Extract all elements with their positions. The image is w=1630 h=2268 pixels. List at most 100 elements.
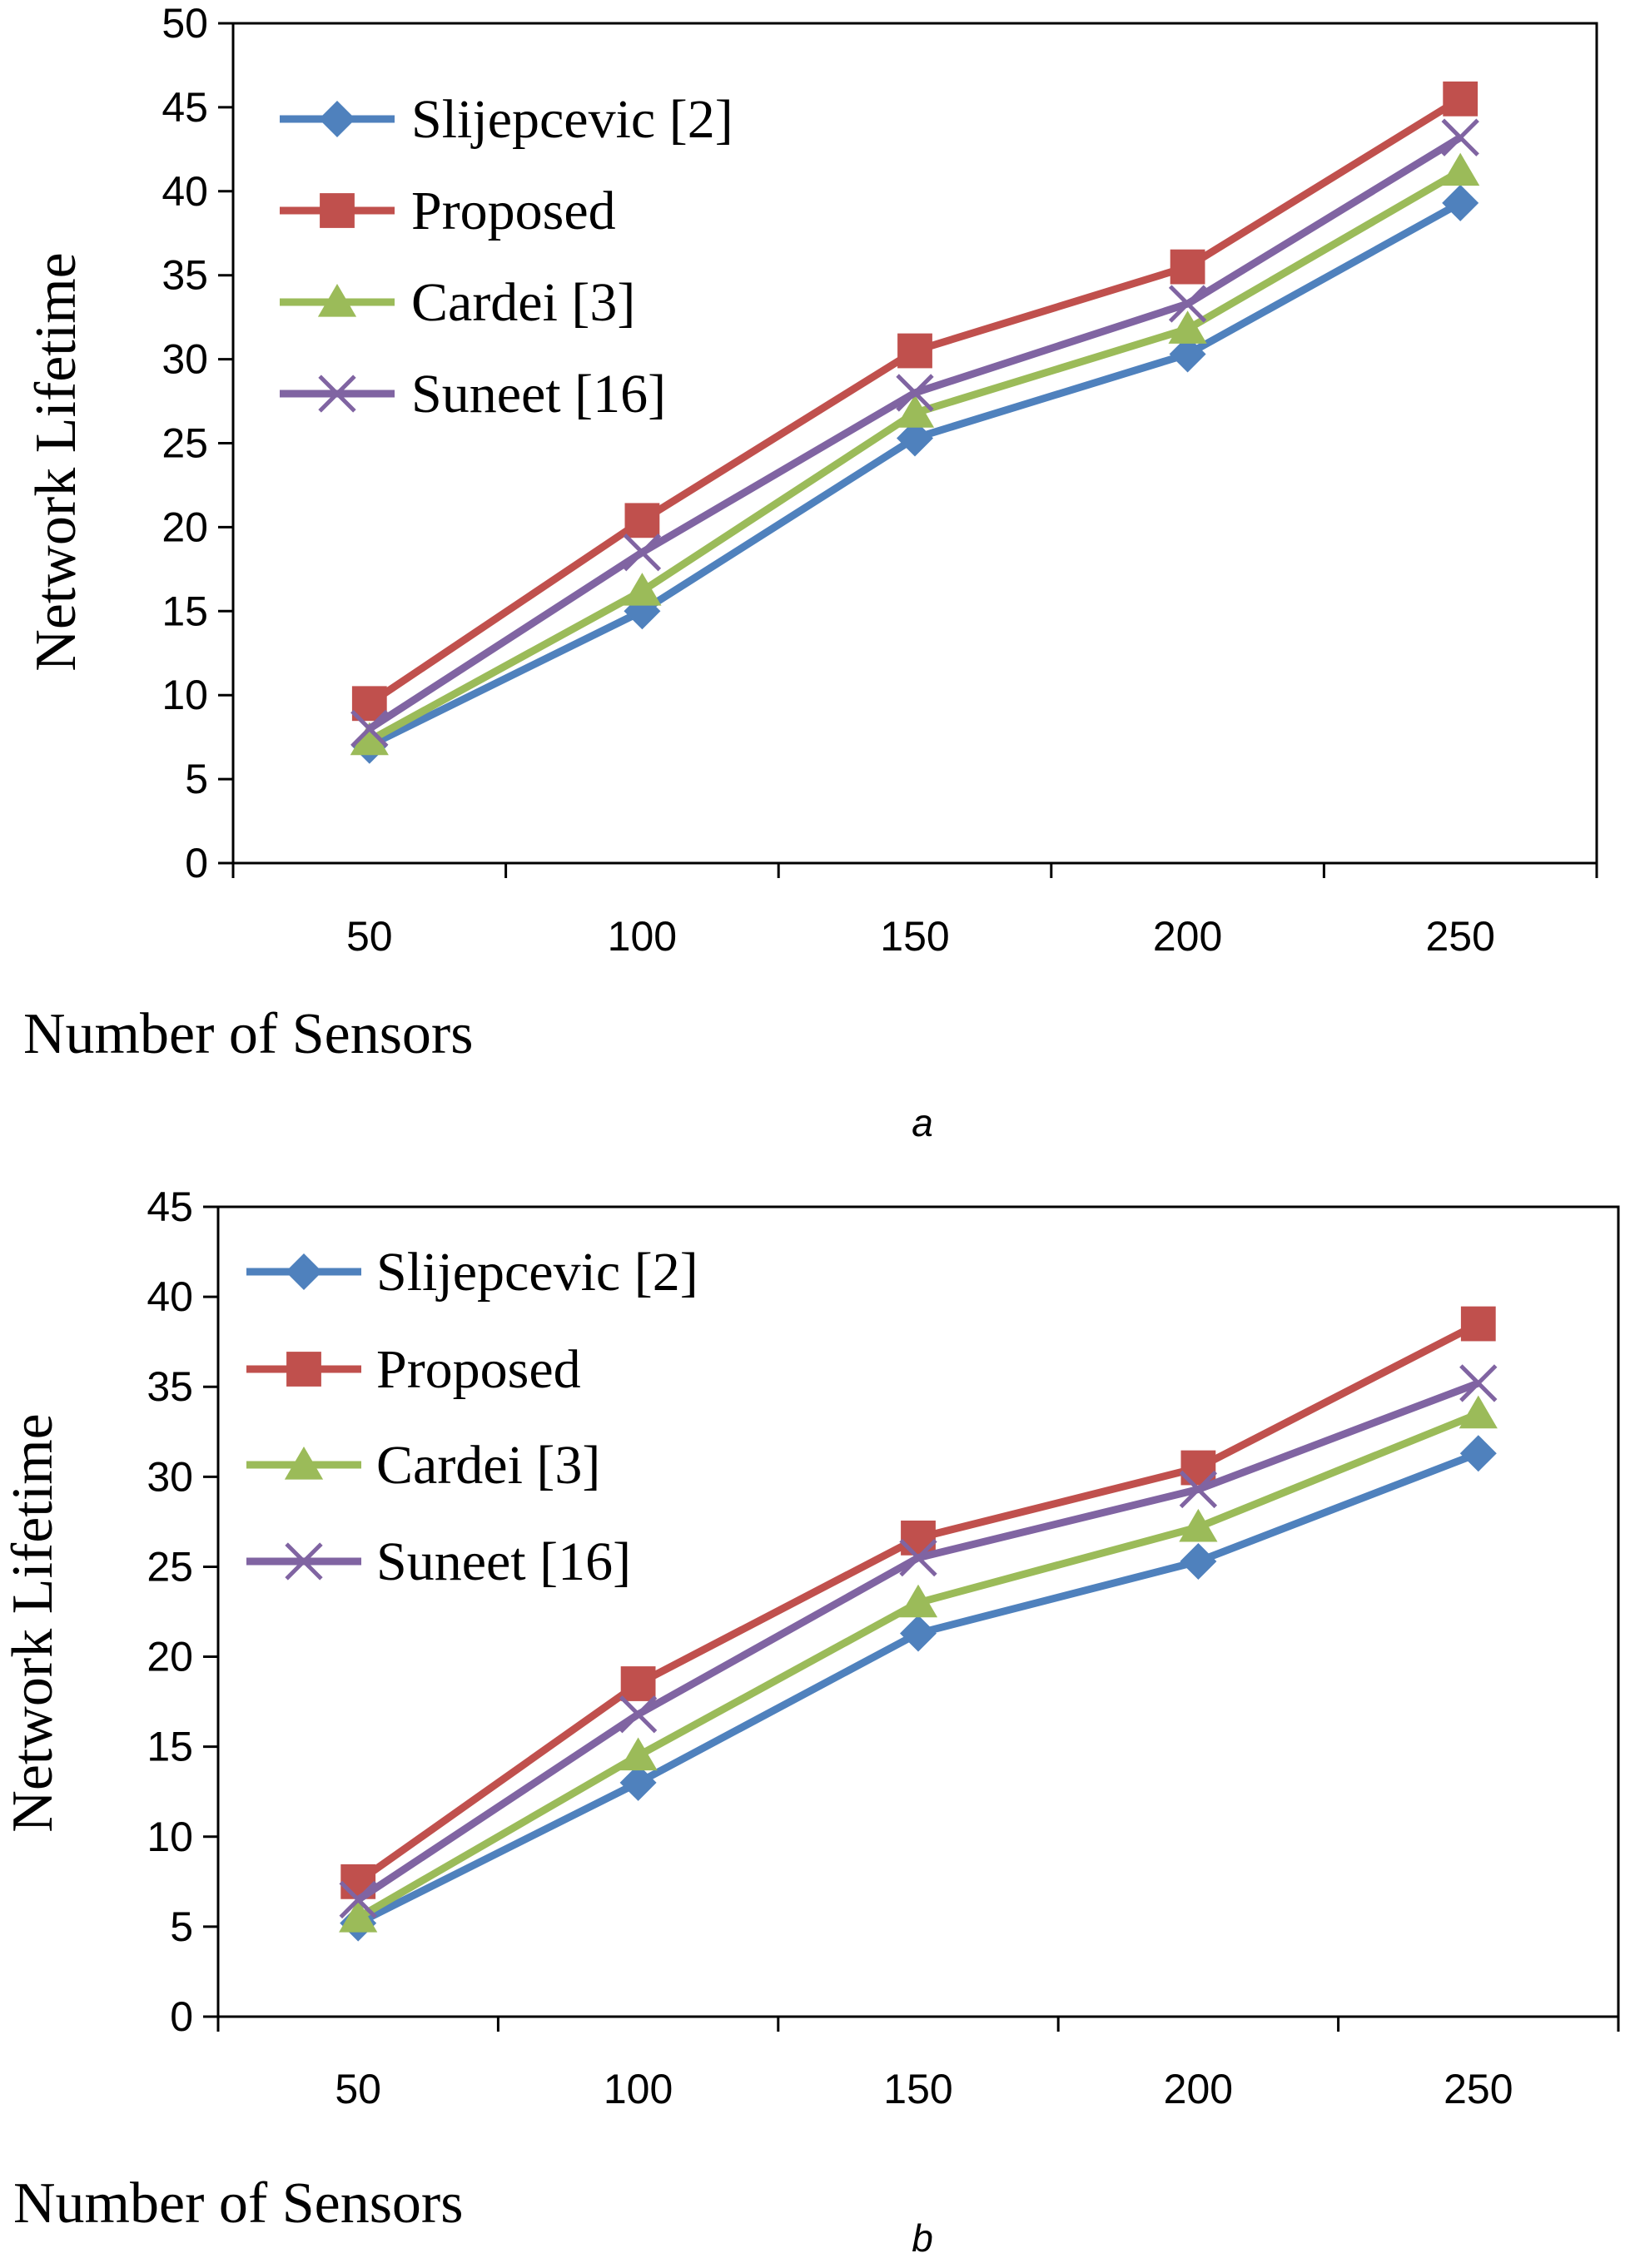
legend-item: Slijepcevic [2] [280,89,733,150]
data-point-x [1168,285,1207,323]
legend-marker-triangle [284,1447,324,1480]
legend-label: Slijepcevic [2] [411,89,733,150]
series-cardei-3 [350,152,1480,756]
legend-item: Cardei [3] [280,272,635,333]
data-point-triangle [350,722,389,756]
data-point-x [899,1538,937,1577]
series-suneet-16 [339,1364,1498,1919]
legend-label: Proposed [376,1339,581,1400]
y-axis-title: Network Lifetime [24,252,88,671]
marker-x-stroke [285,1542,323,1581]
y-tick-label: 15 [147,1724,193,1770]
y-tick-label: 0 [185,840,208,886]
marker-x-stroke [899,1538,937,1577]
y-tick-label: 45 [147,1184,193,1230]
data-point-triangle [1168,310,1207,344]
y-tick-label: 40 [147,1273,193,1320]
marker-x-stroke [1179,1470,1218,1509]
data-point-triangle [339,1899,378,1933]
data-point-diamond [1442,184,1479,221]
legend-marker-triangle [317,284,357,317]
chart-panel-a: 0 5 10 15 20 25 30 35 40 45 50 50 100 150 200 250 Number… [23,0,1598,1144]
legend-label: Suneet [16] [376,1531,631,1592]
plot-area-frame [216,1205,1620,2018]
x-axis-title: Number of Sensors [13,2171,463,2236]
x-tick-label: 200 [1153,913,1222,960]
marker-x-stroke [339,1880,377,1919]
legend-item: Suneet [16] [246,1531,631,1592]
panel-label: a [912,1101,933,1144]
marker-x-stroke [619,1695,658,1734]
data-point-x [896,374,934,412]
legend-label: Slijepcevic [2] [376,1242,698,1303]
y-tick-label: 30 [162,336,208,383]
y-tick-label: 10 [162,672,208,718]
y-tick-label: 20 [162,504,208,550]
marker-x-stroke [1441,118,1479,156]
data-point-triangle [895,395,935,428]
data-point-square [620,1666,656,1701]
data-point-square [897,333,932,369]
legend-marker-x [285,1542,323,1581]
legend: Slijepcevic [2] Proposed Cardei [3] Suneet … [246,1242,698,1592]
data-point-diamond [1180,1542,1217,1580]
y-tick-label: 5 [185,756,208,802]
marker-x-stroke [350,709,389,748]
x-tick-label: 50 [335,2066,381,2112]
data-point-triangle [1179,1508,1218,1542]
x-tick-label: 250 [1425,913,1494,960]
x-tick-label: 150 [883,2066,952,2112]
data-point-square [1443,81,1478,117]
legend-item: Suneet [16] [280,364,666,424]
series-proposed [340,1306,1496,1899]
y-axis-title: Network Lifetime [1,1413,65,1832]
series-cardei-3 [339,1395,1498,1933]
y-tick-label: 30 [147,1453,193,1500]
data-point-triangle [1459,1395,1498,1429]
series-slijepcevic-2 [340,1435,1497,1942]
data-point-triangle [623,573,662,606]
marker-x-stroke [1459,1364,1498,1402]
data-point-x [1179,1470,1218,1509]
data-point-triangle [619,1737,658,1771]
legend-marker-diamond [286,1253,322,1290]
data-point-x [1441,118,1479,156]
x-axis-title: Number of Sensors [23,1002,473,1066]
panel-label: b [912,2216,933,2260]
chart-panel-b: 0 5 10 15 20 25 30 35 40 45 50 100 150 200 250 Number o… [1,1184,1620,2260]
x-tick-label: 50 [346,913,393,960]
y-tick-label: 50 [162,0,208,47]
legend-item: Proposed [280,181,616,241]
data-point-x [619,1695,658,1734]
legend-item: Cardei [3] [246,1435,600,1496]
y-tick-label: 35 [147,1363,193,1410]
marker-x-stroke [896,374,934,412]
data-point-x [1459,1364,1498,1402]
x-tick-label: 250 [1444,2066,1513,2112]
data-point-x [350,709,389,748]
y-tick-label: 20 [147,1634,193,1680]
series-suneet-16 [350,118,1479,748]
legend-marker-square [320,193,355,228]
data-point-diamond [619,1764,657,1801]
marker-x-stroke [1168,285,1207,323]
data-point-triangle [898,1584,938,1618]
legend-label: Cardei [3] [376,1435,600,1496]
x-tick-label: 150 [880,913,949,960]
y-tick-label: 10 [147,1814,193,1860]
legend-label: Suneet [16] [411,364,666,424]
x-tick-label: 200 [1164,2066,1233,2112]
data-point-triangle [1441,152,1480,186]
data-point-diamond [897,419,933,457]
y-tick-label: 5 [170,1903,193,1950]
y-tick-label: 0 [170,1993,193,2040]
legend-marker-x [318,375,356,413]
legend-marker-square [286,1352,321,1387]
data-point-x [623,534,662,572]
data-point-diamond [1169,335,1206,373]
data-point-square [1460,1306,1496,1342]
data-point-square [1170,249,1205,285]
y-tick-label: 25 [162,420,208,467]
legend-label: Proposed [411,181,616,241]
